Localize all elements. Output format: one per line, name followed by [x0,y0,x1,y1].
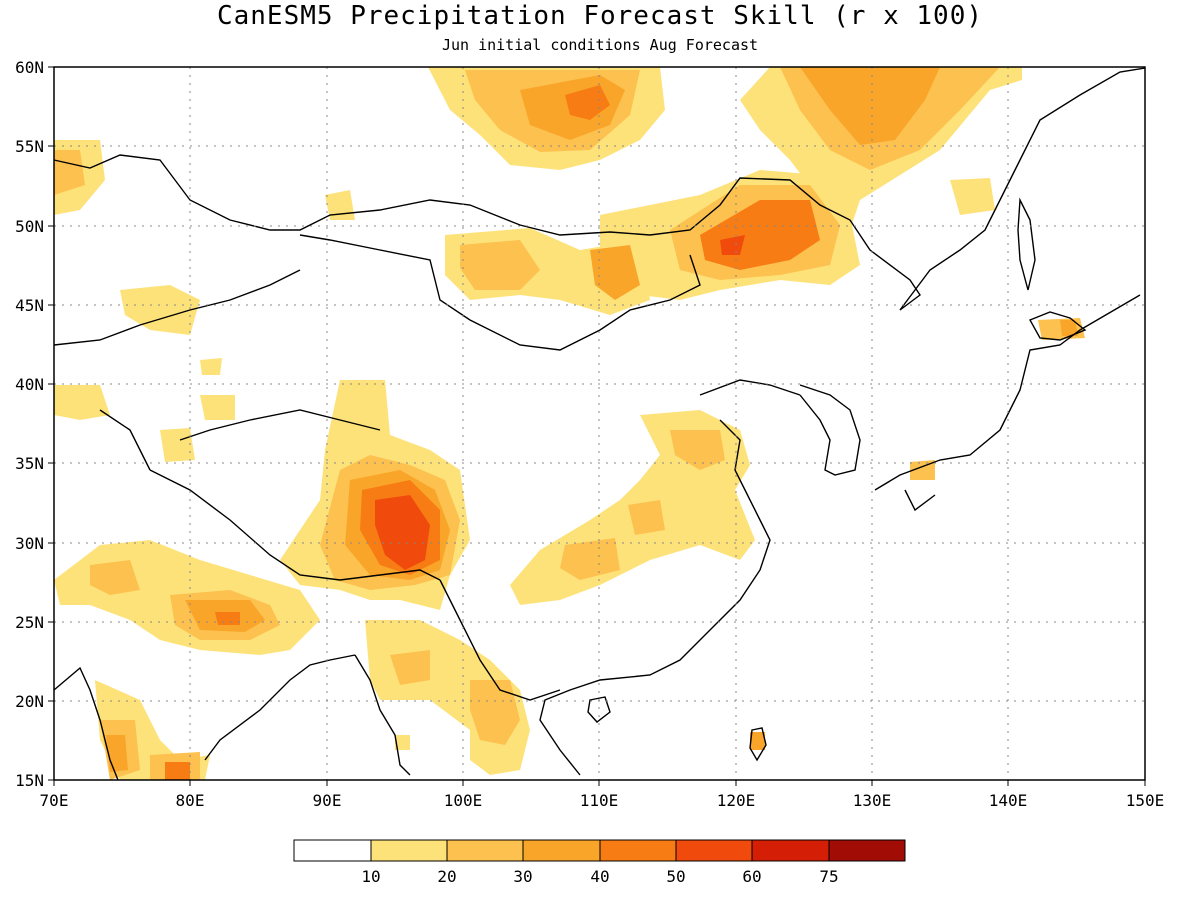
skill-region-baikal-peak [565,85,610,120]
border-central-asia [53,269,301,346]
lat-tick-label: 50N [15,217,44,236]
lat-tick-label: 55N [15,137,44,156]
colorbar-label: 50 [666,867,685,886]
skill-region-east-china-3 [628,500,665,535]
skill-region-small-1 [200,395,235,420]
skill-region-north-india-inner [90,560,140,595]
skill-region-hainan [395,735,410,750]
skill-region-small-2 [160,428,195,462]
coastline-hainan [587,696,611,723]
coastline-arctic [53,154,921,311]
lon-tick-label: 120E [717,791,756,810]
coastline-hokkaido [1029,311,1087,341]
border-indochina [439,579,561,701]
lat-tick-label: 45N [15,296,44,315]
map-panel: 70E 80E 90E 100E 110E 120E 130E 140E 150… [15,58,1164,810]
skill-region-east-china-2 [560,538,620,580]
lon-tick-label: 140E [989,791,1028,810]
colorbar-label: 10 [361,867,380,886]
skill-region-mongolia-east [590,245,640,300]
coastline-bay-of-bengal [354,654,411,776]
lat-tick-label: 35N [15,454,44,473]
skill-shading [54,67,1085,780]
coastline-russia-far-east [899,67,1146,311]
skill-region-mongolia-inner [460,240,540,290]
colorbar-swatch [293,839,372,862]
colorbar-swatch [751,839,830,862]
skill-region-north-india-max [215,612,240,625]
skill-region-tibet-max [375,495,430,570]
lon-tick-label: 80E [176,791,205,810]
coastline-korea [799,384,861,476]
colorbar-label: 60 [742,867,761,886]
colorbar-label: 20 [437,867,456,886]
skill-region-ne-siberia-core [800,67,940,145]
lon-tick-label: 150E [1126,791,1165,810]
skill-region-myanmar-inner [390,650,430,685]
skill-region-japan-north-core [1060,320,1078,336]
skill-region-small-4 [950,178,995,215]
lon-tick-label: 70E [40,791,69,810]
skill-region-kazakh [120,285,200,335]
lon-tick-label: 90E [313,791,342,810]
lat-tick-label: 15N [15,771,44,790]
colorbar-swatch [522,839,601,862]
border-himalaya [149,469,441,581]
coastline-india [53,654,356,781]
skill-region-taiwan [750,732,765,750]
colorbar: 10 20 30 40 50 60 75 [293,839,906,886]
gridlines [54,67,1145,780]
lat-tick-label: 60N [15,58,44,77]
lat-tick-label: 20N [15,692,44,711]
coastline-china-east [539,379,801,776]
lon-tick-label: 100E [444,791,483,810]
skill-region-small-5 [200,358,222,375]
lat-tick-label: 25N [15,613,44,632]
colorbar-swatch [446,839,524,862]
skill-region-east-china-inner [670,430,725,470]
coastline-japan [874,294,1141,512]
lat-tick-label: 40N [15,375,44,394]
map-subtitle: Jun initial conditions Aug Forecast [442,36,758,54]
colorbar-label: 30 [513,867,532,886]
skill-region-japan-south [910,460,935,480]
map-background [54,67,1145,780]
map-title: CanESM5 Precipitation Forecast Skill (r … [217,1,983,31]
skill-region-west-mid [54,385,110,420]
lon-tick-labels: 70E 80E 90E 100E 110E 120E 130E 140E 150… [40,791,1165,810]
lon-tick-label: 110E [580,791,619,810]
colorbar-swatch [828,839,906,862]
skill-region-thailand [470,680,520,745]
colorbar-swatch [370,839,448,862]
colorbar-label: 40 [590,867,609,886]
lon-tick-label: 130E [853,791,892,810]
tick-marks [48,66,1146,786]
lat-tick-label: 30N [15,534,44,553]
border-mongolia [299,234,701,351]
coastline-taiwan [749,727,767,762]
colorbar-label: 75 [819,867,838,886]
colorbar-swatch [599,839,677,862]
coastline-sakhalin [1017,197,1036,291]
skill-region-manchuria-peak [720,235,745,255]
colorbar-swatch [675,839,753,862]
border-xinjiang [99,409,381,471]
skill-region-south-india-peak [165,762,190,780]
lat-tick-labels: 60N 55N 50N 45N 40N 35N 30N 25N 20N 15N [15,58,44,790]
skill-region-small-3 [325,190,355,220]
coastlines [53,67,1146,781]
